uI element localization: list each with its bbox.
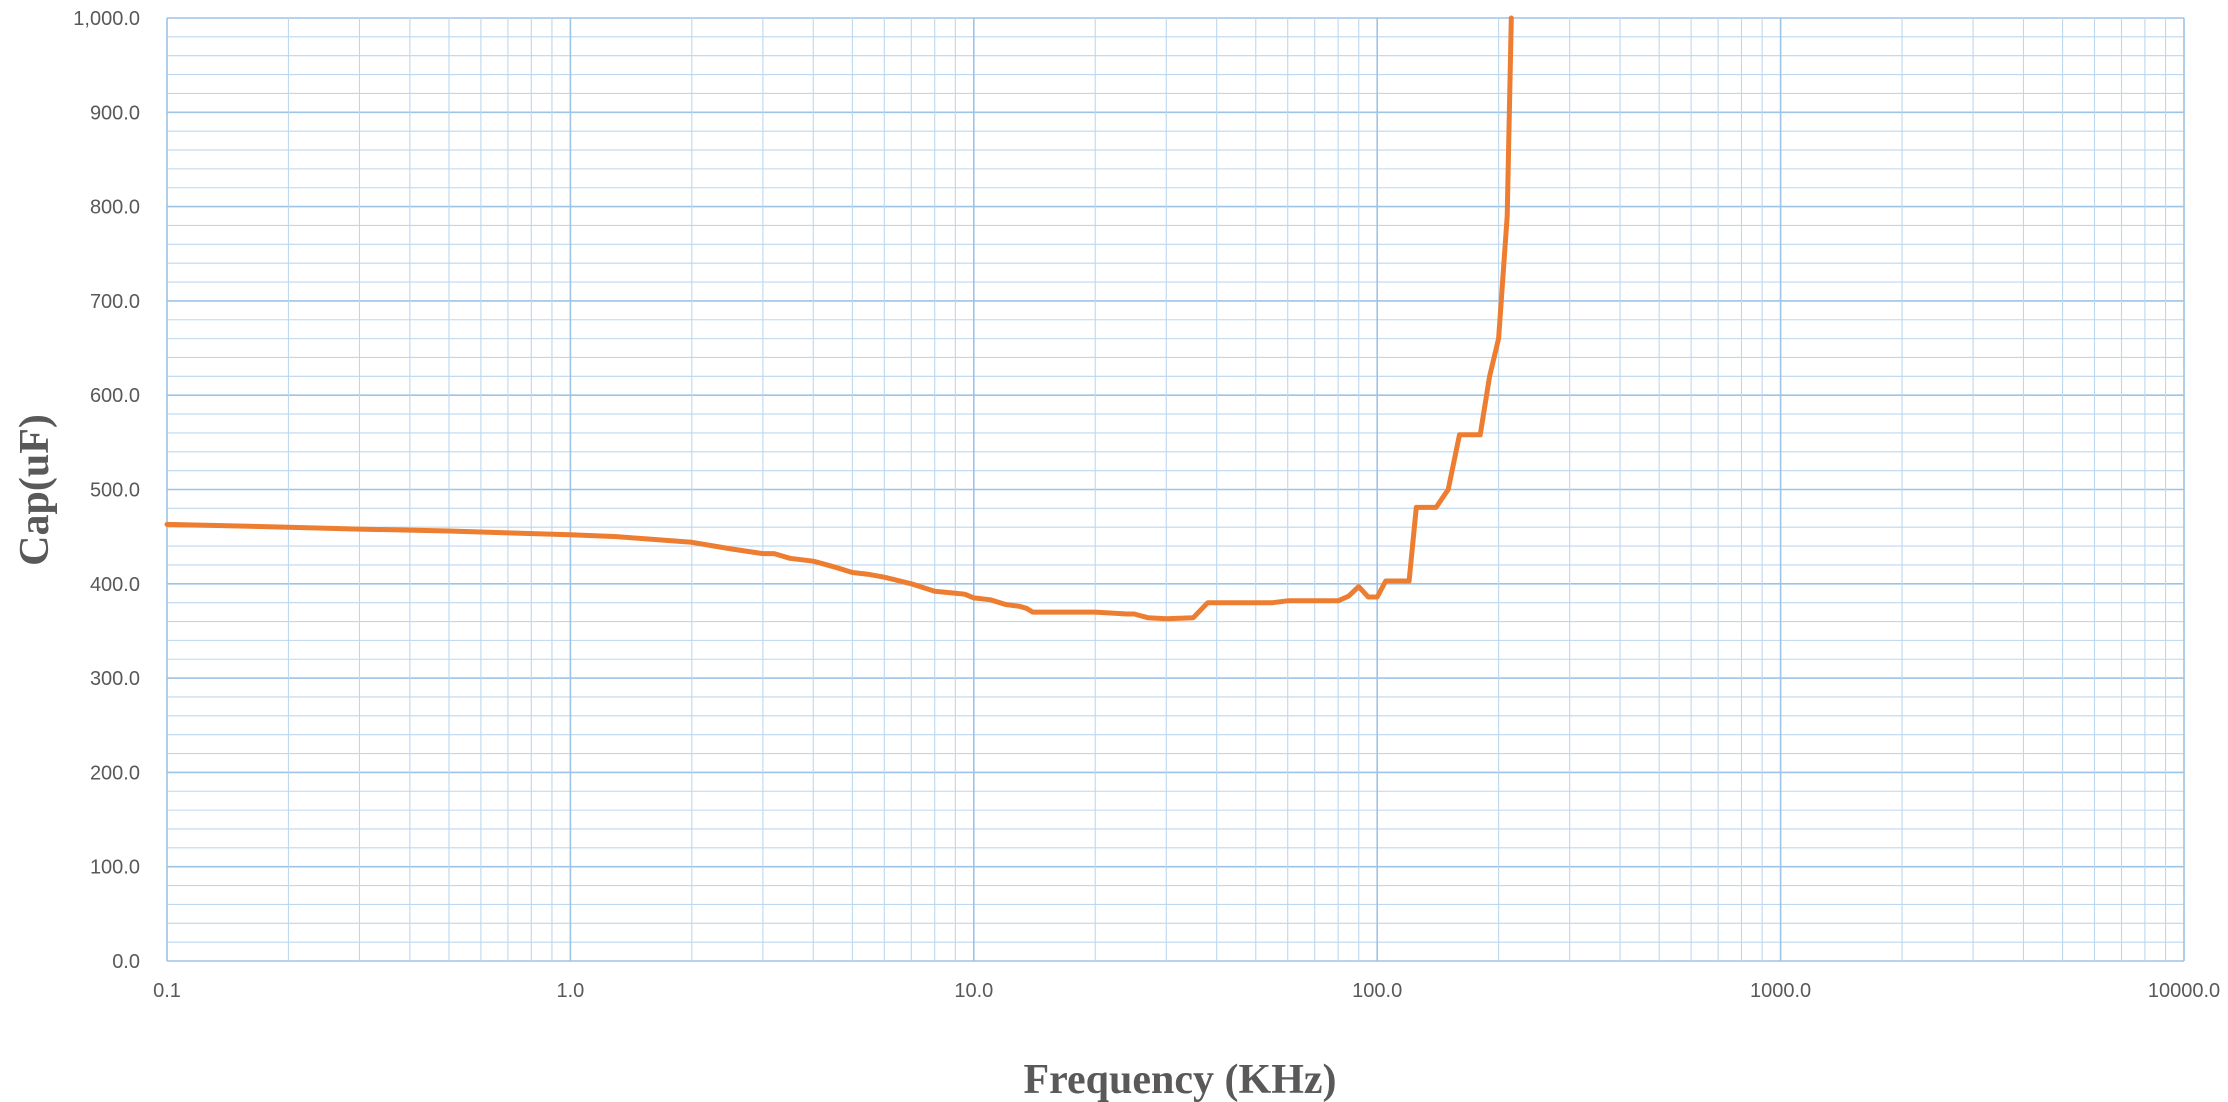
- y-tick-label: 300.0: [90, 668, 140, 690]
- y-tick-label: 500.0: [90, 480, 140, 502]
- capacitance-series-line: [164, 15, 1514, 622]
- y-tick-label: 0.0: [112, 951, 140, 973]
- y-axis-title: Cap(uF): [12, 414, 58, 566]
- x-tick-label: 1000.0: [1750, 980, 1811, 1002]
- series-layer: [164, 15, 1514, 622]
- y-tick-label: 100.0: [90, 857, 140, 879]
- x-tick-label: 0.1: [153, 980, 181, 1002]
- x-axis-title: Frequency (KHz): [1024, 1057, 1337, 1102]
- y-tick-label: 700.0: [90, 291, 140, 313]
- x-tick-label: 100.0: [1352, 980, 1402, 1002]
- x-tick-label: 1.0: [556, 980, 584, 1002]
- x-tick-label: 10000.0: [2148, 980, 2220, 1002]
- y-tick-label: 400.0: [90, 574, 140, 596]
- y-tick-label: 900.0: [90, 102, 140, 124]
- tick-label-layer: 0.0 100.0 200.0 300.0 400.0 500.0 600.0 700.0 80…: [73, 8, 2220, 1002]
- x-tick-label: 10.0: [954, 980, 993, 1002]
- grid-layer: [166, 17, 2185, 962]
- y-tick-label: 800.0: [90, 197, 140, 219]
- y-tick-label: 200.0: [90, 762, 140, 784]
- y-tick-label: 600.0: [90, 385, 140, 407]
- y-tick-label: 1,000.0: [73, 8, 140, 30]
